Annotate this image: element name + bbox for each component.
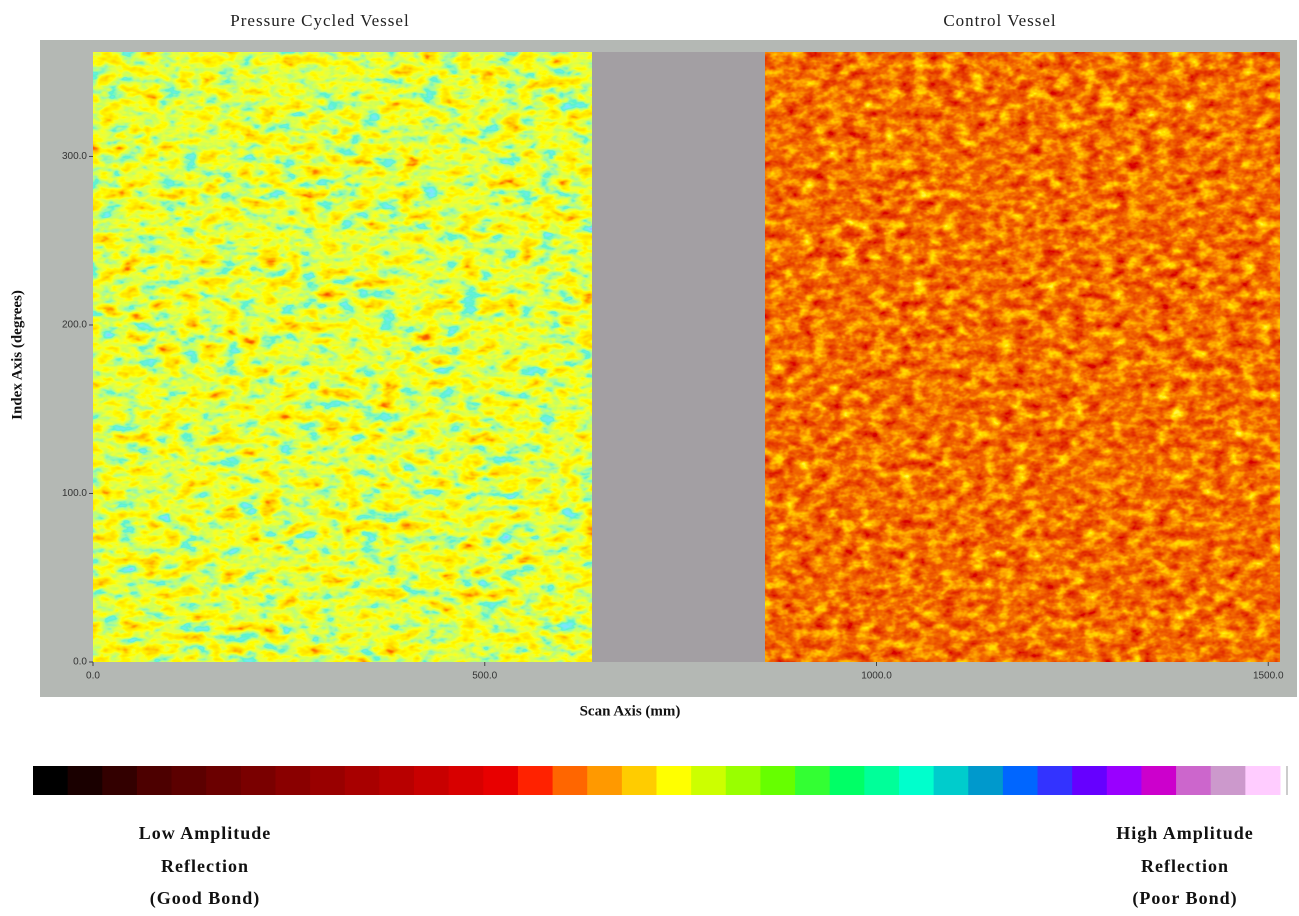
x-tick-label: 0.0 xyxy=(86,671,100,682)
colorbar-label: (Good Bond) xyxy=(150,888,261,909)
colorbar-swatch xyxy=(67,766,103,795)
y-tick-label: 100.0 xyxy=(62,488,87,499)
colorbar-swatch xyxy=(206,766,242,795)
colorbar-swatch xyxy=(310,766,346,795)
colorbar-swatch xyxy=(898,766,935,795)
colorbar-swatch xyxy=(102,766,138,795)
colorbar-swatch xyxy=(829,766,865,795)
scan-image-left xyxy=(93,52,592,662)
colorbar-label: Reflection xyxy=(161,856,249,876)
colorbar-swatch xyxy=(760,766,796,795)
colorbar-label: High Amplitude xyxy=(1116,823,1254,843)
x-tick-label: 1500.0 xyxy=(1253,671,1284,682)
colorbar-label: (Poor Bond) xyxy=(1132,888,1237,909)
y-tick-label: 0.0 xyxy=(73,657,87,668)
colorbar xyxy=(33,766,1288,795)
panel-title: Control Vessel xyxy=(943,11,1056,30)
colorbar-label: Reflection xyxy=(1141,856,1229,876)
y-axis-label: Index Axis (degrees) xyxy=(9,290,25,420)
colorbar-swatch xyxy=(1141,766,1177,795)
colorbar-swatch xyxy=(621,766,657,795)
colorbar-swatch xyxy=(414,766,450,795)
colorbar-swatch xyxy=(725,766,761,795)
colorbar-swatch xyxy=(1176,766,1212,795)
colorbar-swatch xyxy=(552,766,588,795)
colorbar-swatch xyxy=(1072,766,1108,795)
y-tick-label: 300.0 xyxy=(62,151,87,162)
colorbar-swatch xyxy=(1037,766,1073,795)
x-axis-label: Scan Axis (mm) xyxy=(580,703,681,719)
colorbar-swatch xyxy=(795,766,831,795)
colorbar-swatch xyxy=(344,766,380,795)
scan-image-right xyxy=(765,52,1280,662)
colorbar-swatch xyxy=(933,766,969,795)
y-tick-label: 200.0 xyxy=(62,320,87,331)
colorbar-swatch xyxy=(968,766,1004,795)
colorbar-swatch xyxy=(379,766,415,795)
colorbar-swatch xyxy=(448,766,484,795)
colorbar-swatch xyxy=(864,766,900,795)
colorbar-swatch xyxy=(1002,766,1039,795)
x-tick-label: 1000.0 xyxy=(861,671,892,682)
colorbar-swatch xyxy=(483,766,519,795)
colorbar-swatch xyxy=(136,766,173,795)
colorbar-swatch xyxy=(691,766,727,795)
colorbar-label: Low Amplitude xyxy=(139,823,272,843)
x-tick-label: 500.0 xyxy=(472,671,497,682)
colorbar-swatch xyxy=(656,766,692,795)
colorbar-swatch xyxy=(517,766,554,795)
colorbar-swatch xyxy=(275,766,311,795)
colorbar-swatch xyxy=(587,766,623,795)
colorbar-swatch xyxy=(240,766,276,795)
colorbar-swatch xyxy=(1106,766,1142,795)
colorbar-swatch xyxy=(171,766,207,795)
colorbar-swatch xyxy=(1245,766,1281,795)
colorbar-swatch xyxy=(33,766,69,795)
panel-title: Pressure Cycled Vessel xyxy=(230,11,409,30)
colorbar-swatch xyxy=(1210,766,1246,795)
